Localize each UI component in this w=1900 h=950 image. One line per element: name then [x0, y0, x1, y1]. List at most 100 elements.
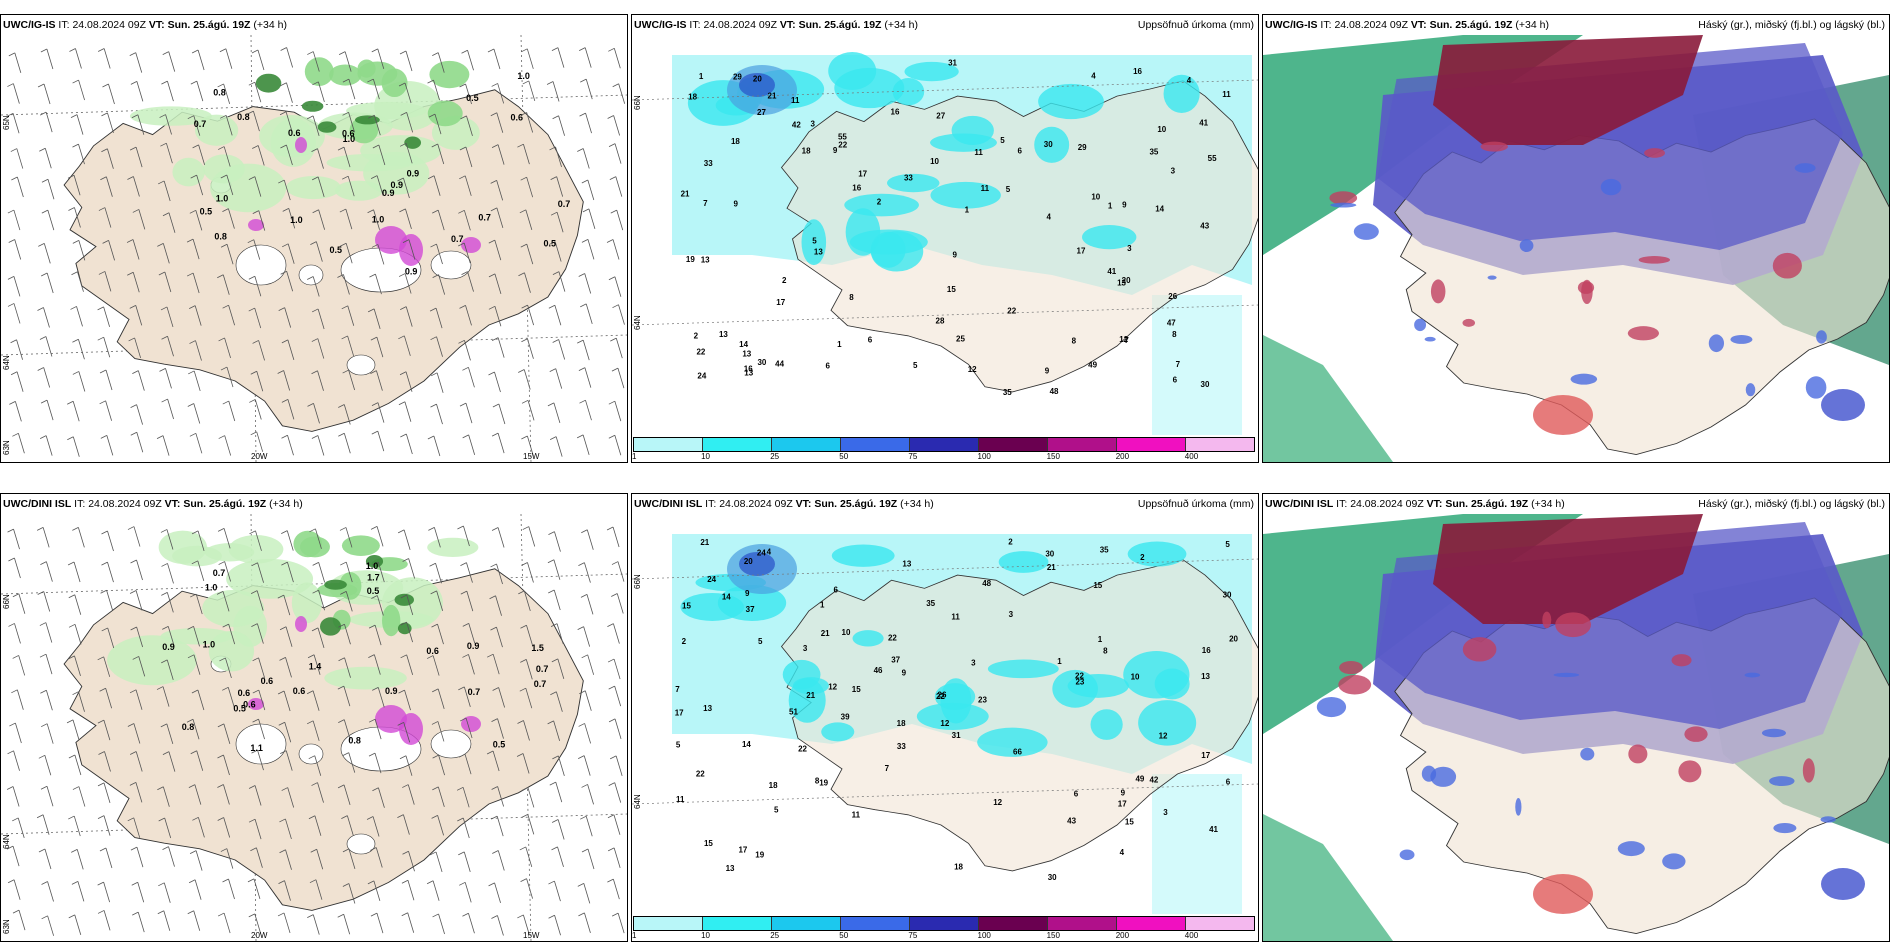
wind-barb — [131, 114, 145, 135]
icing-field — [461, 237, 481, 253]
latitude-line — [1, 94, 627, 116]
value-label: 0.7 — [194, 119, 207, 129]
mid-cloud-field — [1708, 334, 1725, 353]
wind-barb — [491, 432, 505, 454]
wind-barb — [401, 912, 415, 933]
wind-barb — [37, 591, 51, 612]
wind-barb — [519, 687, 533, 709]
wind-barb — [192, 144, 205, 166]
value-label: 2 — [1008, 537, 1013, 546]
value-label: 6 — [868, 336, 873, 345]
wind-barb — [311, 627, 325, 648]
low-cloud-field — [1644, 148, 1665, 158]
wind-barb — [127, 176, 140, 197]
wind-barb — [97, 910, 111, 931]
wind-barb — [432, 688, 445, 709]
mid-cloud-field — [1570, 373, 1598, 385]
value-label: 5 — [1006, 185, 1011, 194]
wind-barb — [398, 273, 412, 294]
wind-barb — [97, 656, 111, 677]
legend-tick-label: 100 — [977, 931, 991, 940]
precip-field — [1127, 541, 1187, 567]
wind-barb — [370, 175, 384, 196]
turbulence-field — [427, 100, 463, 127]
wind-barb — [309, 879, 323, 900]
turbulence-field — [357, 61, 398, 86]
value-label: 18 — [769, 781, 778, 790]
icing-field — [295, 137, 307, 153]
wind-barb — [67, 561, 81, 583]
turbulence-field — [397, 622, 412, 635]
latitude-label: 64N — [2, 355, 11, 370]
value-label: 5 — [758, 637, 763, 646]
precip-field — [831, 544, 895, 567]
value-label: 0.6 — [342, 129, 355, 139]
latitude-line — [1, 334, 627, 356]
cloud-map — [1263, 35, 1889, 462]
low-cloud-field — [1329, 191, 1358, 205]
turbulence-field — [329, 64, 362, 86]
turbulence-field — [354, 115, 380, 125]
wind-barb — [580, 594, 594, 615]
value-label: 0.6 — [261, 676, 274, 686]
value-label: 19 — [819, 779, 828, 788]
mid-cloud-field — [1821, 868, 1865, 900]
wind-barb — [579, 112, 592, 134]
wind-barb — [278, 721, 292, 743]
low-cloud-field — [1533, 874, 1593, 914]
value-label: 1 — [699, 72, 704, 81]
wind-barb — [250, 590, 264, 611]
legend-swatch — [703, 438, 772, 451]
wind-barb — [71, 881, 85, 902]
wind-barb — [278, 179, 291, 201]
value-label: 9 — [745, 589, 750, 598]
wind-barb — [491, 718, 504, 739]
value-label: 11 — [791, 96, 800, 105]
wind-barb — [132, 370, 145, 391]
wind-barb — [191, 530, 205, 551]
wind-barb — [67, 174, 81, 196]
turbulence-field — [255, 73, 282, 93]
value-label: 9 — [952, 250, 957, 259]
wind-barb — [606, 239, 620, 260]
wind-barb — [251, 623, 264, 644]
wind-barb — [341, 815, 354, 836]
wind-barb — [608, 685, 622, 707]
value-label: 46 — [874, 666, 883, 675]
wind-barb — [157, 180, 171, 202]
wind-barb — [101, 627, 115, 649]
wind-barb — [338, 657, 351, 678]
value-label: 41 — [1107, 267, 1116, 276]
value-label: 7 — [885, 764, 890, 773]
precip-map: 66N 64N 44 41 17 29 30 26 20 22 27 41 33 35 55 29 16 21 10… — [632, 35, 1258, 442]
value-label: 22 — [696, 770, 705, 779]
wind-barb — [576, 434, 590, 455]
wind-barb — [186, 272, 200, 294]
wind-barb — [492, 687, 506, 708]
wind-barb — [400, 306, 413, 327]
wind-barb — [551, 846, 564, 867]
wind-barb — [97, 48, 111, 69]
value-label: 16 — [1133, 67, 1142, 76]
legend-tick-label: 50 — [839, 931, 849, 940]
value-label: 0.9 — [382, 188, 395, 198]
wind-barb — [306, 115, 320, 136]
wind-barb — [68, 623, 82, 645]
wind-barb — [429, 851, 443, 873]
precip-field-light — [1152, 295, 1242, 435]
wind-barb — [371, 430, 385, 452]
glacier — [430, 729, 472, 759]
wind-barb — [250, 847, 263, 868]
value-label: 0.5 — [233, 704, 246, 714]
value-label: 0.7 — [451, 234, 464, 244]
mid-cloud-field — [1399, 849, 1415, 861]
wind-barb — [460, 562, 473, 583]
wind-barb — [39, 435, 53, 456]
it-label: IT: — [689, 19, 701, 31]
wind-barb — [579, 690, 592, 711]
wind-barb — [399, 371, 413, 392]
wind-barb — [490, 815, 504, 837]
wind-barb — [248, 176, 262, 197]
icing-field — [461, 716, 481, 732]
wind-barb — [129, 782, 143, 803]
